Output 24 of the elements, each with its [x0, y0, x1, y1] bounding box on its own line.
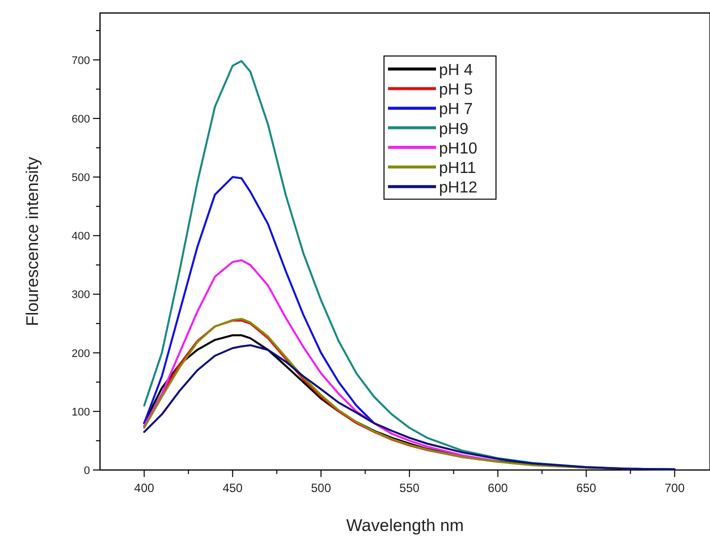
y-axis-title: Flourescence intensity: [23, 156, 42, 326]
y-tick-label: 0: [84, 465, 90, 477]
legend-label: pH9: [439, 120, 468, 138]
legend-label: pH11: [439, 160, 476, 177]
x-tick-label: 700: [664, 481, 685, 495]
y-tick-label: 100: [72, 406, 90, 418]
legend-label: pH 5: [439, 82, 473, 99]
legend-label: pH10: [439, 140, 478, 158]
x-tick-label: 650: [576, 481, 597, 495]
y-tick-label: 600: [72, 113, 90, 126]
y-tick-label: 500: [72, 172, 90, 184]
x-tick-label: 450: [222, 481, 243, 495]
legend-label: pH 7: [439, 101, 473, 118]
legend-label: pH 4: [439, 62, 473, 79]
y-tick-label: 700: [72, 54, 90, 67]
x-axis-title: Wavelength nm: [346, 516, 464, 535]
y-tick-label: 400: [72, 230, 90, 243]
y-tick-label: 200: [72, 348, 90, 360]
x-tick-label: 400: [134, 481, 155, 495]
x-tick-label: 500: [311, 481, 332, 495]
legend-label: pH12: [439, 180, 478, 197]
x-tick-label: 600: [488, 481, 508, 495]
y-tick-label: 300: [72, 289, 90, 302]
x-tick-label: 550: [399, 481, 420, 495]
